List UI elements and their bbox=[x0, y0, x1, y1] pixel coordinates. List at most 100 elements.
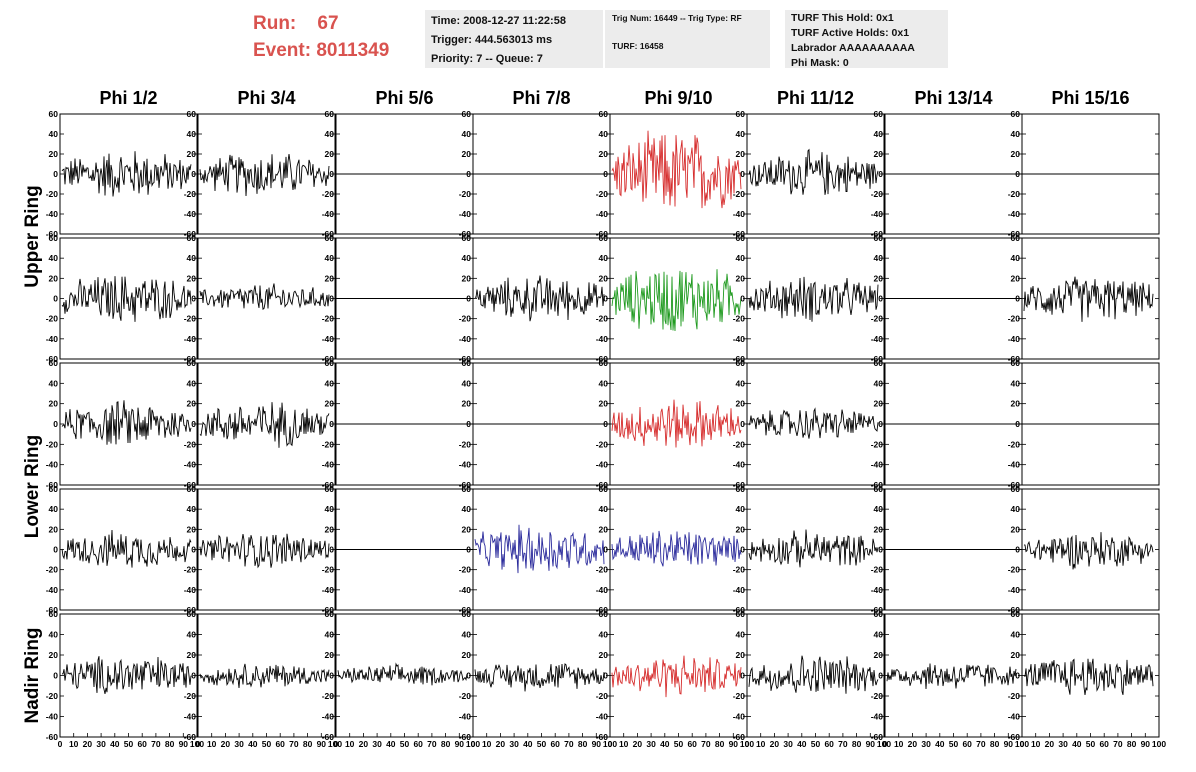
y-tick-label: -60 bbox=[184, 480, 197, 490]
x-tick-label: 30 bbox=[646, 739, 656, 749]
waveform-panel: -60 -40 -20 0 20 40 60 bbox=[733, 484, 885, 615]
y-tick-label: -20 bbox=[733, 439, 746, 449]
x-tick-label: 0 bbox=[471, 739, 476, 749]
panel-frame bbox=[1021, 237, 1160, 360]
column-header: Phi 13/14 bbox=[914, 88, 992, 108]
y-tick-label: 60 bbox=[462, 233, 472, 243]
y-tick-label: 60 bbox=[736, 109, 746, 119]
y-tick-label: 60 bbox=[462, 609, 472, 619]
y-tick-label: -40 bbox=[459, 585, 472, 595]
x-tick-label: 90 bbox=[455, 739, 465, 749]
y-tick-label: -60 bbox=[459, 480, 472, 490]
x-tick-label: 50 bbox=[400, 739, 410, 749]
y-tick-label: -20 bbox=[184, 439, 197, 449]
waveform-panel: -60 -40 -20 0 20 40 60 bbox=[459, 484, 611, 615]
y-tick-label: -60 bbox=[46, 229, 59, 239]
y-tick-label: -40 bbox=[871, 460, 884, 470]
time-info-box: Time: 2008-12-27 11:22:58 Trigger: 444.5… bbox=[425, 10, 603, 68]
y-tick-label: -20 bbox=[46, 565, 59, 575]
y-tick-label: 0 bbox=[466, 671, 471, 681]
x-tick-label: 0 bbox=[334, 739, 339, 749]
x-tick-label: 90 bbox=[1004, 739, 1014, 749]
x-tick-label: 100 bbox=[1152, 739, 1166, 749]
column-header: Phi 3/4 bbox=[237, 88, 295, 108]
ring-label: Upper Ring bbox=[22, 185, 43, 287]
y-tick-label: -20 bbox=[596, 314, 609, 324]
y-tick-label: 20 bbox=[462, 524, 472, 534]
waveform-panel: -60 -40 -20 0 20 40 60 bbox=[871, 358, 1023, 490]
y-tick-label: 60 bbox=[599, 484, 609, 494]
priority-line: Priority: 7 -- Queue: 7 bbox=[431, 53, 543, 65]
time-line: Time: 2008-12-27 11:22:58 bbox=[431, 15, 566, 27]
waveform-trace bbox=[61, 151, 192, 197]
y-tick-label: 0 bbox=[740, 671, 745, 681]
y-tick-label: 40 bbox=[1011, 630, 1021, 640]
waveform-panel: -60 -40 -20 0 20 40 60 bbox=[322, 358, 474, 490]
y-tick-label: 0 bbox=[466, 169, 471, 179]
x-tick-label: 0 bbox=[745, 739, 750, 749]
y-tick-label: -60 bbox=[871, 480, 884, 490]
x-tick-label: 70 bbox=[1113, 739, 1123, 749]
event-value: 8011349 bbox=[316, 40, 390, 61]
y-tick-label: 0 bbox=[191, 294, 196, 304]
y-tick-label: 60 bbox=[187, 109, 197, 119]
y-tick-label: 20 bbox=[187, 650, 197, 660]
y-tick-label: -20 bbox=[871, 439, 884, 449]
y-tick-label: 0 bbox=[191, 545, 196, 555]
y-tick-label: -60 bbox=[1008, 732, 1021, 742]
x-tick-label: 40 bbox=[797, 739, 807, 749]
y-tick-label: -20 bbox=[184, 189, 197, 199]
y-tick-label: -60 bbox=[596, 732, 609, 742]
waveform-trace bbox=[1023, 658, 1154, 696]
x-tick-label: 80 bbox=[852, 739, 862, 749]
y-tick-label: 40 bbox=[187, 253, 197, 263]
y-tick-label: -40 bbox=[459, 460, 472, 470]
y-tick-label: 40 bbox=[1011, 504, 1021, 514]
x-tick-label: 70 bbox=[289, 739, 299, 749]
y-tick-label: 40 bbox=[462, 630, 472, 640]
x-tick-label: 40 bbox=[523, 739, 533, 749]
y-tick-label: 60 bbox=[874, 358, 884, 368]
y-tick-label: -40 bbox=[596, 585, 609, 595]
x-tick-label: 40 bbox=[660, 739, 670, 749]
x-tick-label: 60 bbox=[137, 739, 147, 749]
y-tick-label: 40 bbox=[325, 630, 335, 640]
waveform-trace bbox=[611, 530, 742, 567]
y-tick-label: -20 bbox=[871, 189, 884, 199]
run-value: 67 bbox=[317, 13, 339, 34]
y-tick-label: 0 bbox=[53, 545, 58, 555]
column-header: Phi 5/6 bbox=[375, 88, 433, 108]
x-tick-label: 10 bbox=[69, 739, 79, 749]
y-tick-label: -40 bbox=[46, 712, 59, 722]
waveform-panel: -60 -40 -20 0 20 40 60 bbox=[596, 484, 748, 615]
y-tick-label: 20 bbox=[325, 650, 335, 660]
y-tick-label: -60 bbox=[46, 480, 59, 490]
y-tick-label: 0 bbox=[53, 169, 58, 179]
x-tick-label: 80 bbox=[441, 739, 451, 749]
y-tick-label: -60 bbox=[733, 480, 746, 490]
y-tick-label: -40 bbox=[184, 585, 197, 595]
x-tick-label: 50 bbox=[124, 739, 134, 749]
waveform-trace bbox=[199, 533, 330, 569]
y-tick-label: -20 bbox=[733, 314, 746, 324]
y-tick-label: 20 bbox=[187, 524, 197, 534]
y-tick-label: 40 bbox=[736, 630, 746, 640]
y-tick-label: 60 bbox=[325, 358, 335, 368]
turf-line: TURF: 16458 bbox=[612, 41, 664, 51]
y-tick-label: -40 bbox=[322, 209, 335, 219]
x-tick-label: 20 bbox=[359, 739, 369, 749]
y-tick-label: -40 bbox=[459, 209, 472, 219]
y-tick-label: 40 bbox=[599, 253, 609, 263]
y-tick-label: 60 bbox=[1011, 484, 1021, 494]
y-tick-label: -40 bbox=[733, 209, 746, 219]
y-tick-label: -20 bbox=[184, 314, 197, 324]
y-tick-label: 20 bbox=[1011, 524, 1021, 534]
y-tick-label: -20 bbox=[322, 189, 335, 199]
y-tick-label: 0 bbox=[603, 169, 608, 179]
x-tick-label: 10 bbox=[894, 739, 904, 749]
x-tick-label: 40 bbox=[935, 739, 945, 749]
y-tick-label: 20 bbox=[736, 650, 746, 660]
y-tick-label: 40 bbox=[187, 630, 197, 640]
y-tick-label: 40 bbox=[187, 129, 197, 139]
